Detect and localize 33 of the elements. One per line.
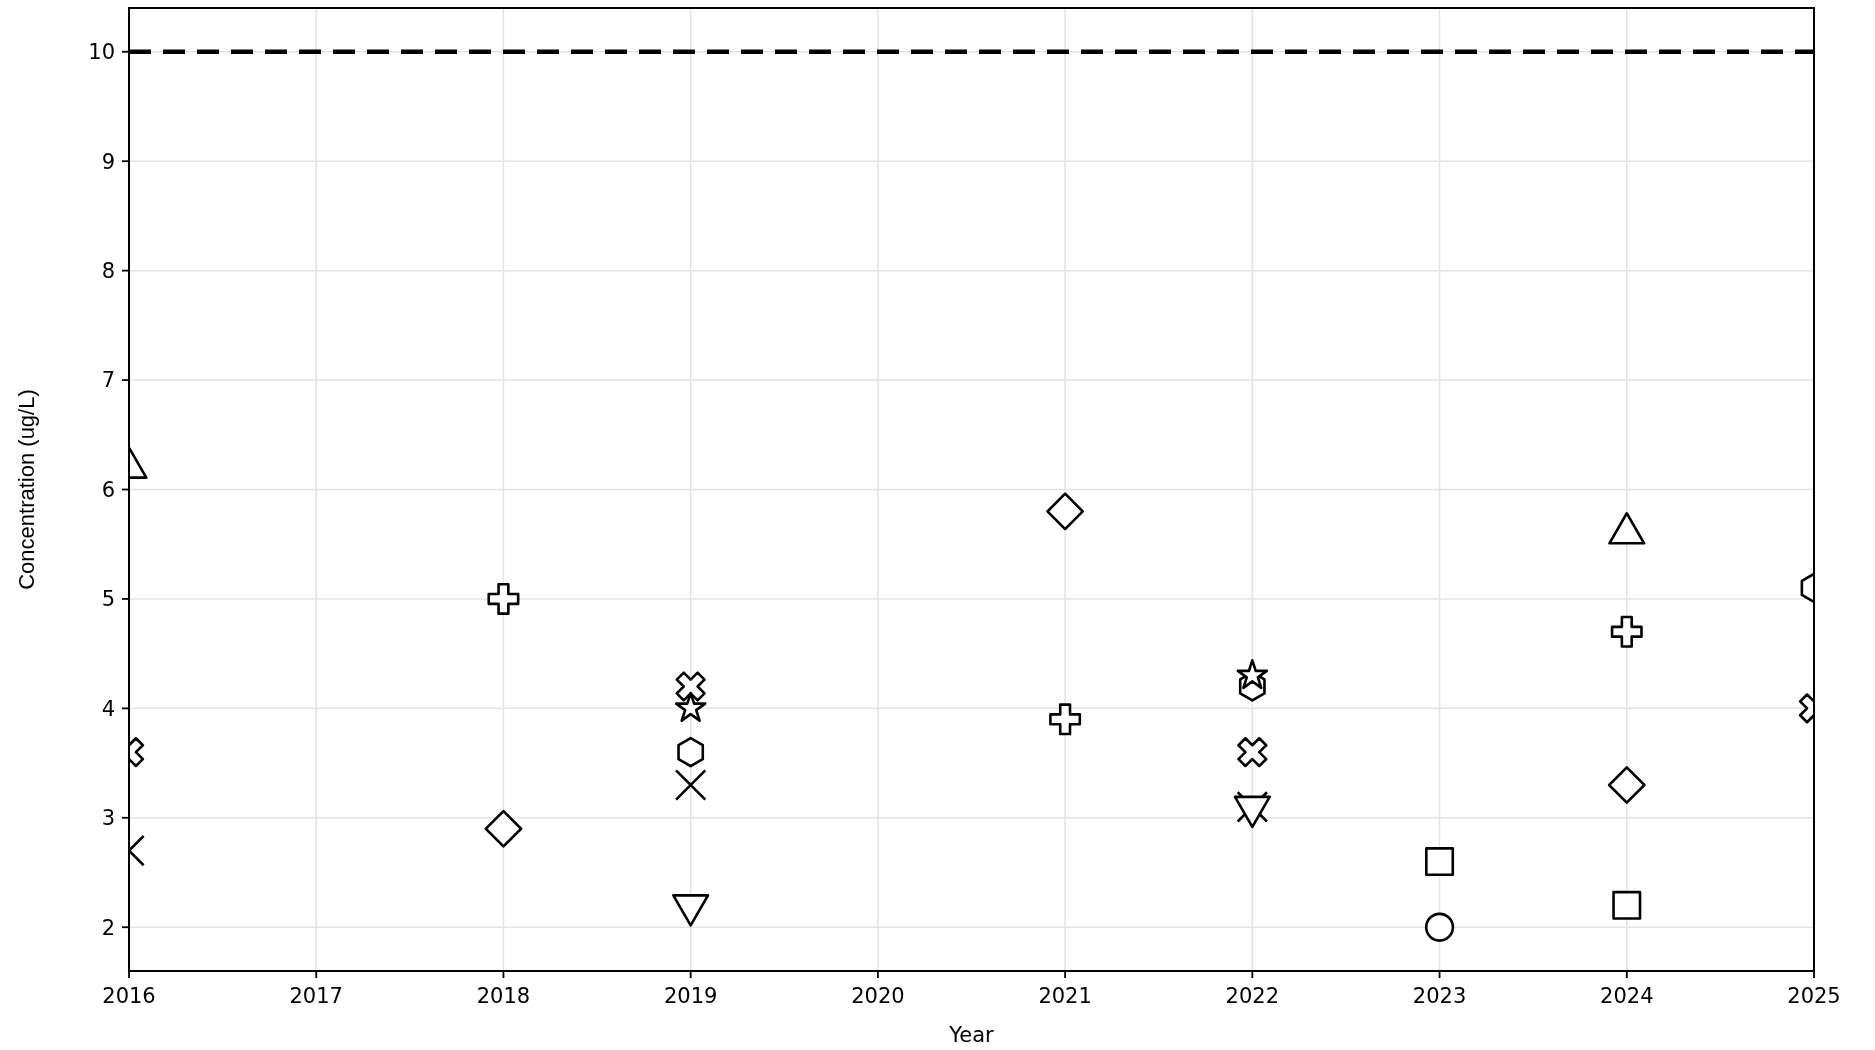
x-axis-title: Year — [948, 1023, 995, 1047]
x-tick-label: 2016 — [102, 984, 156, 1008]
point — [1610, 615, 1643, 648]
y-tick-label: 8 — [101, 258, 115, 283]
x-tick-label: 2019 — [663, 984, 718, 1008]
x-tick-label: 2025 — [1787, 984, 1841, 1008]
x-tick-label: 2022 — [1225, 984, 1280, 1008]
y-tick-label: 7 — [101, 368, 115, 393]
y-tick-label: 9 — [101, 149, 115, 174]
point — [1424, 912, 1455, 942]
point — [674, 691, 707, 722]
y-tick-label: 2 — [101, 915, 115, 940]
point — [1612, 890, 1642, 920]
y-tick-label: 6 — [101, 477, 115, 502]
point — [677, 736, 705, 768]
y-tick-label: 4 — [101, 696, 115, 721]
point — [1046, 492, 1085, 531]
point — [1236, 659, 1269, 690]
x-tick-label: 2023 — [1412, 984, 1467, 1008]
y-tick-label: 3 — [101, 806, 115, 831]
y-axis-title: Concentration (ug/L) — [14, 389, 39, 590]
x-tick-label: 2017 — [289, 984, 343, 1008]
x-tick-label: 2021 — [1038, 984, 1092, 1008]
point — [1425, 847, 1455, 877]
y-tick-label: 10 — [88, 40, 115, 65]
x-tick-label: 2020 — [851, 984, 905, 1008]
point — [484, 809, 523, 848]
point — [1049, 703, 1082, 736]
point — [487, 582, 520, 615]
point — [1607, 766, 1646, 804]
x-tick-label: 2018 — [476, 984, 531, 1008]
y-tick-label: 5 — [101, 587, 115, 612]
x-tick-label: 2024 — [1600, 984, 1654, 1008]
